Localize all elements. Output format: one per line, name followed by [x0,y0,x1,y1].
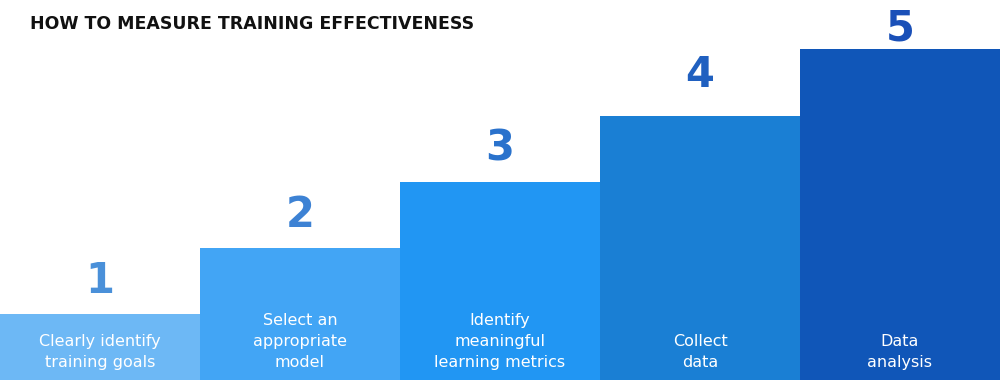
Text: 3: 3 [486,128,514,170]
Text: Clearly identify
training goals: Clearly identify training goals [39,334,161,370]
Bar [0,314,200,380]
Bar [400,182,600,380]
Text: Data
analysis: Data analysis [868,334,932,370]
Bar [200,248,400,380]
Text: HOW TO MEASURE TRAINING EFFECTIVENESS: HOW TO MEASURE TRAINING EFFECTIVENESS [30,15,474,33]
Text: 2: 2 [286,194,314,236]
Text: 1: 1 [86,260,114,302]
Text: Identify
meaningful
learning metrics: Identify meaningful learning metrics [434,313,566,370]
Bar [600,116,800,380]
Text: 5: 5 [886,7,914,49]
Text: Select an
appropriate
model: Select an appropriate model [253,313,347,370]
Text: Collect
data: Collect data [673,334,727,370]
Text: 4: 4 [686,54,714,96]
Bar [800,49,1000,380]
